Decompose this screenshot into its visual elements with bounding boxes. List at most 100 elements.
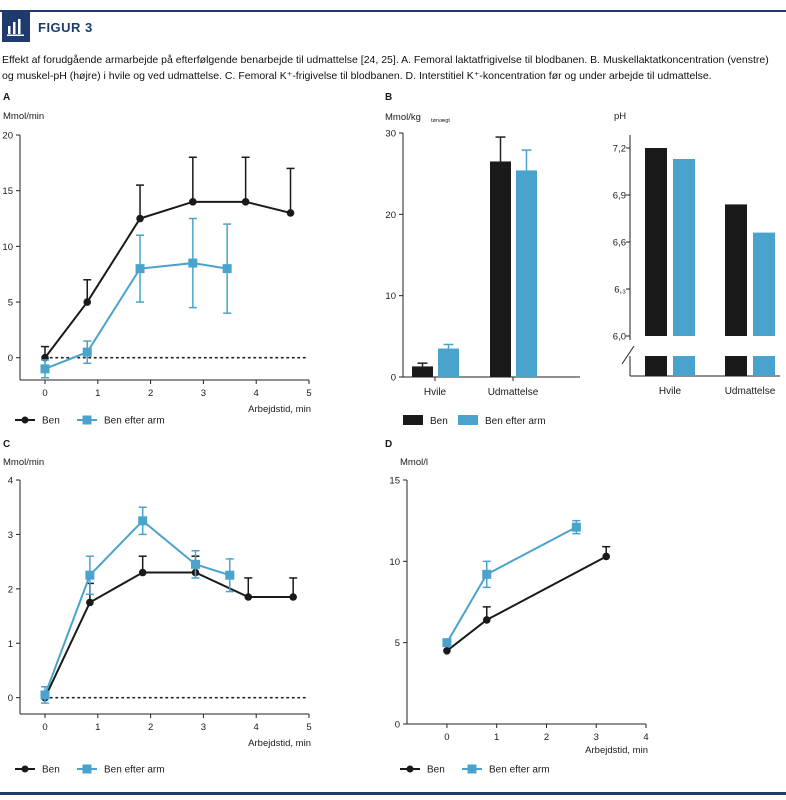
panel-A-point-ben-efter-arm — [82, 347, 92, 357]
panel-B-ph-axis-break — [621, 345, 635, 365]
legend-ben-efter-arm-label: Ben efter arm — [104, 765, 165, 776]
panel-D-point-ben-efter-arm — [482, 569, 492, 579]
panel-B-ph-ytick-label: 6,0 — [613, 332, 626, 343]
panel-D-point-ben — [443, 647, 451, 655]
panel-A-point-ben — [241, 198, 250, 206]
panel-A-xtick-label: 5 — [306, 388, 311, 399]
panel-D-xtick-label: 4 — [643, 732, 648, 743]
panel-A-series-ben-line — [44, 200, 291, 359]
panel-D-letter: D — [385, 439, 392, 450]
panel-B-xtick-label: Udmattelse — [488, 387, 539, 398]
panel-D-ytick-label: 15 — [389, 476, 400, 487]
panel-A-xtick-label: 3 — [201, 388, 206, 399]
panel-C-xtick-label: 2 — [148, 722, 153, 733]
panel-C-point-ben — [86, 598, 94, 607]
panel-C-xlabel: Arbejdstid, min — [248, 738, 311, 749]
panel-A-point-ben — [83, 298, 92, 306]
panel-D-ytick-label: 0 — [395, 720, 400, 731]
panel-C-point-ben — [244, 593, 253, 601]
panel-A-point-ben — [286, 209, 295, 217]
legend-ben-marker — [21, 765, 29, 773]
bottom-rule — [0, 792, 786, 795]
panel-C-series-ben-line — [44, 571, 294, 699]
legend-B-ben-swatch — [403, 415, 423, 425]
panel-C-ytick-label: 2 — [8, 584, 13, 595]
panel-B-ph-ytick-label: 6,₃ — [614, 285, 626, 296]
panel-D-ylabel: Mmol/l — [400, 457, 428, 468]
panel-B-ph-bar-stub-ben-efter-arm — [753, 356, 775, 376]
panel-A-ytick-label: 20 — [2, 131, 13, 142]
legend-ben-label: Ben — [42, 416, 60, 427]
panel-B-ylabel: Mmol/kg — [385, 112, 421, 123]
panel-C-xtick-label: 1 — [95, 722, 100, 733]
panel-A-xtick-label: 2 — [148, 388, 153, 399]
panel-D-ytick-label: 10 — [389, 557, 400, 568]
panel-B-ph-ytick-label: 6,6 — [613, 238, 626, 249]
legend-ben-marker — [21, 416, 29, 424]
panel-A-ytick-label: 5 — [8, 298, 13, 309]
panel-A-letter: A — [3, 92, 10, 103]
legend-ben-label: Ben — [427, 765, 445, 776]
panel-B-ph-bar-stub-ben — [725, 356, 747, 376]
panel-B-xtick-label: Hvile — [424, 387, 447, 398]
panel-C-ytick-label: 3 — [8, 530, 13, 541]
panel-B-ph-bar-ben — [725, 204, 747, 336]
legend-ben-label: Ben — [42, 765, 60, 776]
legend-B-ben-efter-arm-swatch — [458, 415, 478, 425]
panel-B-bar-ben — [412, 366, 433, 377]
panel-A-ylabel: Mmol/min — [3, 111, 44, 122]
bar-chart-icon — [2, 12, 30, 42]
legend-ben-efter-arm-label: Ben efter arm — [104, 416, 165, 427]
panel-A-point-ben — [136, 214, 144, 223]
panel-A-point-ben-efter-arm — [222, 264, 232, 274]
panel-D-xtick-label: 1 — [494, 732, 499, 743]
panel-C-xtick-label: 5 — [306, 722, 311, 733]
panel-B-bar-ben-efter-arm — [516, 170, 537, 377]
panel-B-ph-ytick-label: 7,2 — [613, 144, 626, 155]
panel-A-xlabel: Arbejdstid, min — [248, 404, 311, 415]
panel-C-point-ben-efter-arm — [40, 690, 50, 700]
panel-D-point-ben — [602, 552, 610, 561]
panel-A-ytick-label: 15 — [2, 186, 13, 197]
panel-C-point-ben-efter-arm — [138, 516, 148, 526]
panel-C-ytick-label: 1 — [8, 639, 13, 650]
panel-D-ytick-label: 5 — [395, 638, 400, 649]
panel-C-ytick-label: 4 — [8, 476, 13, 487]
panel-B-ph-xtick-label: Hvile — [659, 386, 682, 397]
panel-B-ph-ylabel: pH — [614, 111, 626, 122]
legend-ben-efter-arm-marker — [82, 415, 92, 425]
panel-B-bar-ben — [490, 161, 511, 377]
panel-B-ph-xtick-label: Udmattelse — [725, 386, 776, 397]
legend-B-ben-efter-arm-label: Ben efter arm — [485, 416, 546, 427]
panel-B-bar-ben-efter-arm — [438, 348, 459, 377]
panel-D-xtick-label: 2 — [544, 732, 549, 743]
panel-A-point-ben-efter-arm — [40, 364, 50, 374]
panel-B-ylabel-sub: tørvægt — [431, 118, 450, 124]
panel-D-xlabel: Arbejdstid, min — [585, 745, 648, 756]
panel-A-xtick-label: 4 — [254, 388, 259, 399]
panel-D-xtick-label: 0 — [444, 732, 449, 743]
panel-B-ph-bar-stub-ben-efter-arm — [673, 356, 695, 376]
panel-C-point-ben — [289, 593, 297, 601]
panel-C-ylabel: Mmol/min — [3, 457, 44, 468]
legend-ben-efter-arm-marker — [467, 764, 477, 774]
panel-C-xtick-label: 4 — [254, 722, 259, 733]
panel-C-point-ben-efter-arm — [190, 559, 200, 569]
panel-B-ytick-label: 10 — [385, 291, 396, 302]
panel-C-letter: C — [3, 439, 10, 450]
panel-D-xtick-label: 3 — [594, 732, 599, 743]
figure-header: FIGUR 3 — [0, 12, 786, 44]
panel-B-letter: B — [385, 92, 392, 103]
legend-B-ben-label: Ben — [430, 416, 448, 427]
panel-A-point-ben-efter-arm — [188, 258, 198, 268]
panel-C-point-ben-efter-arm — [85, 570, 95, 580]
top-rule — [0, 10, 786, 12]
legend-ben-marker — [406, 765, 414, 773]
panel-C-xtick-label: 0 — [42, 722, 47, 733]
panel-A-point-ben — [189, 198, 197, 206]
panel-B-ph-bar-ben-efter-arm — [753, 232, 775, 336]
panel-B-ph-ytick-label: 6,9 — [613, 191, 626, 202]
panel-A-series-ben-efter-arm-line — [44, 262, 228, 370]
panel-D-point-ben-efter-arm — [571, 522, 581, 532]
legend-ben-efter-arm-marker — [82, 764, 92, 774]
